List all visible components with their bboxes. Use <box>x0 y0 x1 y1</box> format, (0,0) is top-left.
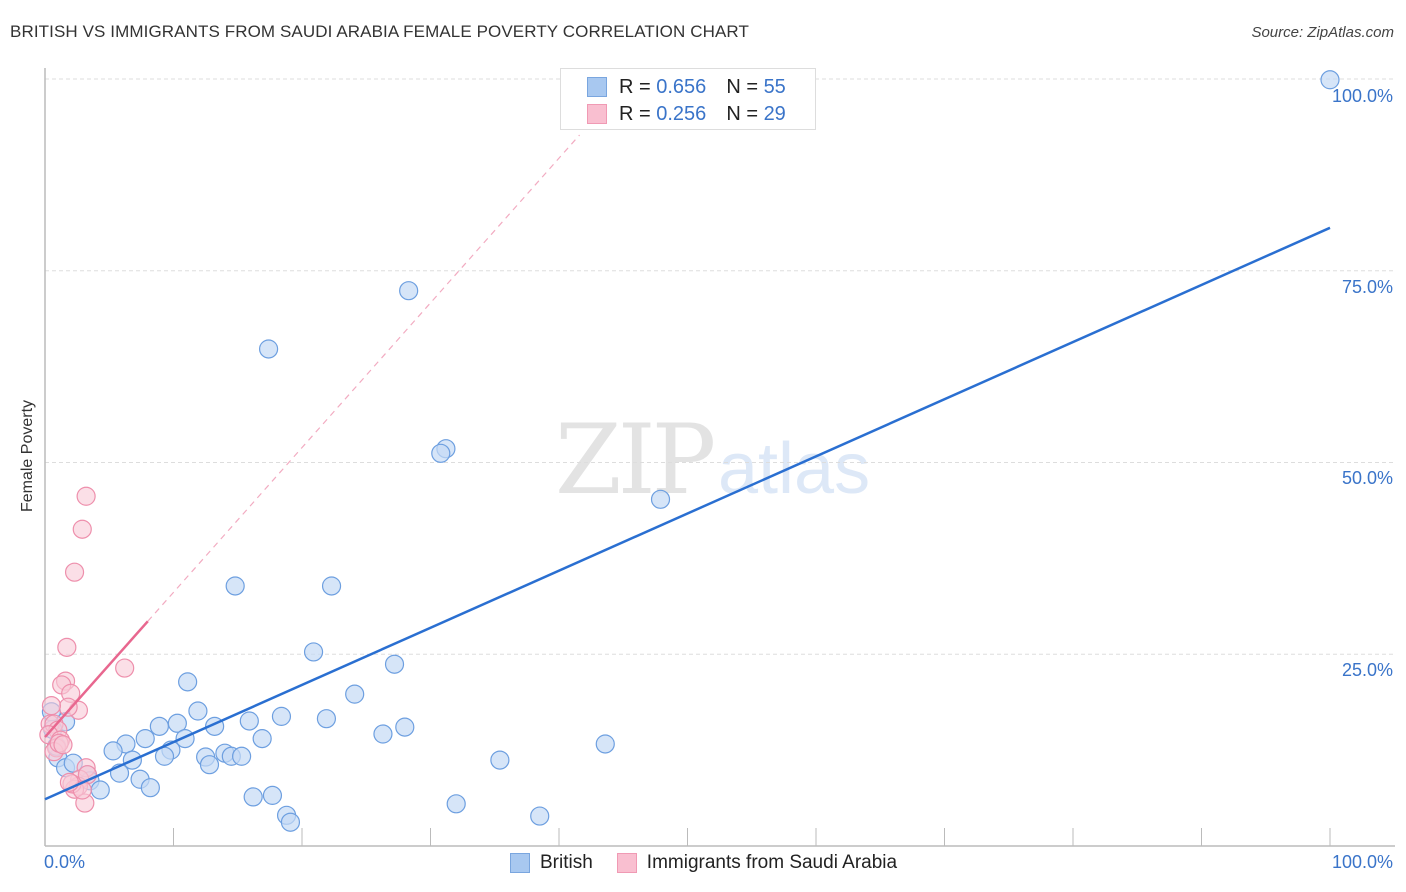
british-data-point <box>395 717 415 737</box>
british-data-point <box>258 339 279 359</box>
saudi-data-point <box>115 658 135 678</box>
british-data-point <box>399 281 419 301</box>
british-data-point <box>280 812 301 832</box>
n-label: N = <box>726 102 764 125</box>
british-data-point <box>243 787 263 807</box>
british-swatch-icon <box>510 853 530 873</box>
british-data-point <box>431 443 451 463</box>
r-label: R = <box>619 102 657 125</box>
british-data-point <box>262 785 283 805</box>
british-data-point <box>178 672 198 692</box>
legend-item-saudi[interactable]: Immigrants from Saudi Arabia <box>616 852 898 874</box>
british-data-point <box>149 716 169 736</box>
legend-label: British <box>540 852 593 873</box>
legend-label: Immigrants from Saudi Arabia <box>646 852 898 873</box>
n-value: 55 <box>763 75 786 98</box>
y-tick-label: 50.0% <box>1341 468 1393 488</box>
british-data-point <box>490 750 510 770</box>
n-value: 29 <box>763 102 786 125</box>
saudi-data-point <box>53 735 73 755</box>
british-data-point <box>321 576 342 596</box>
y-tick-label: 100.0% <box>1331 86 1393 106</box>
legend-item-british[interactable]: British <box>510 852 593 874</box>
british-data-point <box>1320 70 1340 90</box>
british-data-point <box>316 709 337 729</box>
saudi-data-point <box>41 696 62 716</box>
british-data-point <box>530 806 550 826</box>
british-data-point <box>199 755 220 775</box>
saudi-data-point <box>57 637 77 657</box>
r-value: 0.656 <box>656 75 707 98</box>
saudi-swatch-icon <box>587 104 607 124</box>
british-data-point <box>239 711 259 731</box>
british-data-point <box>595 734 615 754</box>
british-data-point <box>103 741 123 761</box>
british-data-point <box>446 794 466 814</box>
british-data-point <box>225 576 245 596</box>
saudi-data-point <box>76 486 96 506</box>
british-data-point <box>140 778 160 798</box>
british-trendline <box>44 226 1331 801</box>
british-data-point <box>345 684 365 704</box>
british-data-point <box>188 701 208 721</box>
british-data-point <box>135 729 155 749</box>
british-data-point <box>303 642 324 662</box>
british-data-point <box>90 780 110 800</box>
y-tick-label: 25.0% <box>1341 660 1393 680</box>
y-axis-label: Female Poverty <box>19 399 36 513</box>
correlation-legend: R = 0.656 N = 55 R = 0.256 N = 29 <box>560 68 816 130</box>
british-data-point <box>373 724 393 744</box>
british-data-point <box>232 746 252 766</box>
legend-row-saudi: R = 0.256 N = 29 <box>587 102 786 126</box>
saudi-swatch-icon <box>616 853 637 873</box>
source-label: Source: ZipAtlas.com <box>1251 24 1394 41</box>
n-label: N = <box>726 75 764 98</box>
saudi-data-point <box>58 697 78 717</box>
british-data-point <box>271 706 292 726</box>
r-label: R = <box>619 75 657 98</box>
british-data-point <box>384 654 405 674</box>
saudi-trendline-extension <box>147 134 581 622</box>
x-tick-min-label: 0.0% <box>44 852 86 872</box>
saudi-data-point <box>64 562 85 582</box>
series-legend: British Immigrants from Saudi Arabia <box>510 852 921 874</box>
chart-title: BRITISH VS IMMIGRANTS FROM SAUDI ARABIA … <box>10 22 749 41</box>
legend-row-british: R = 0.656 N = 55 <box>587 75 786 99</box>
watermark-zip: ZIP <box>555 404 716 516</box>
r-value: 0.256 <box>656 102 707 125</box>
british-data-point <box>167 713 187 733</box>
saudi-data-point <box>72 519 92 539</box>
british-data-point <box>650 489 671 509</box>
british-data-point <box>252 729 272 749</box>
saudi-trendline <box>44 620 149 738</box>
y-tick-label: 75.0% <box>1341 277 1393 297</box>
x-tick-max-label: 100.0% <box>1331 852 1393 872</box>
british-swatch-icon <box>587 77 607 97</box>
